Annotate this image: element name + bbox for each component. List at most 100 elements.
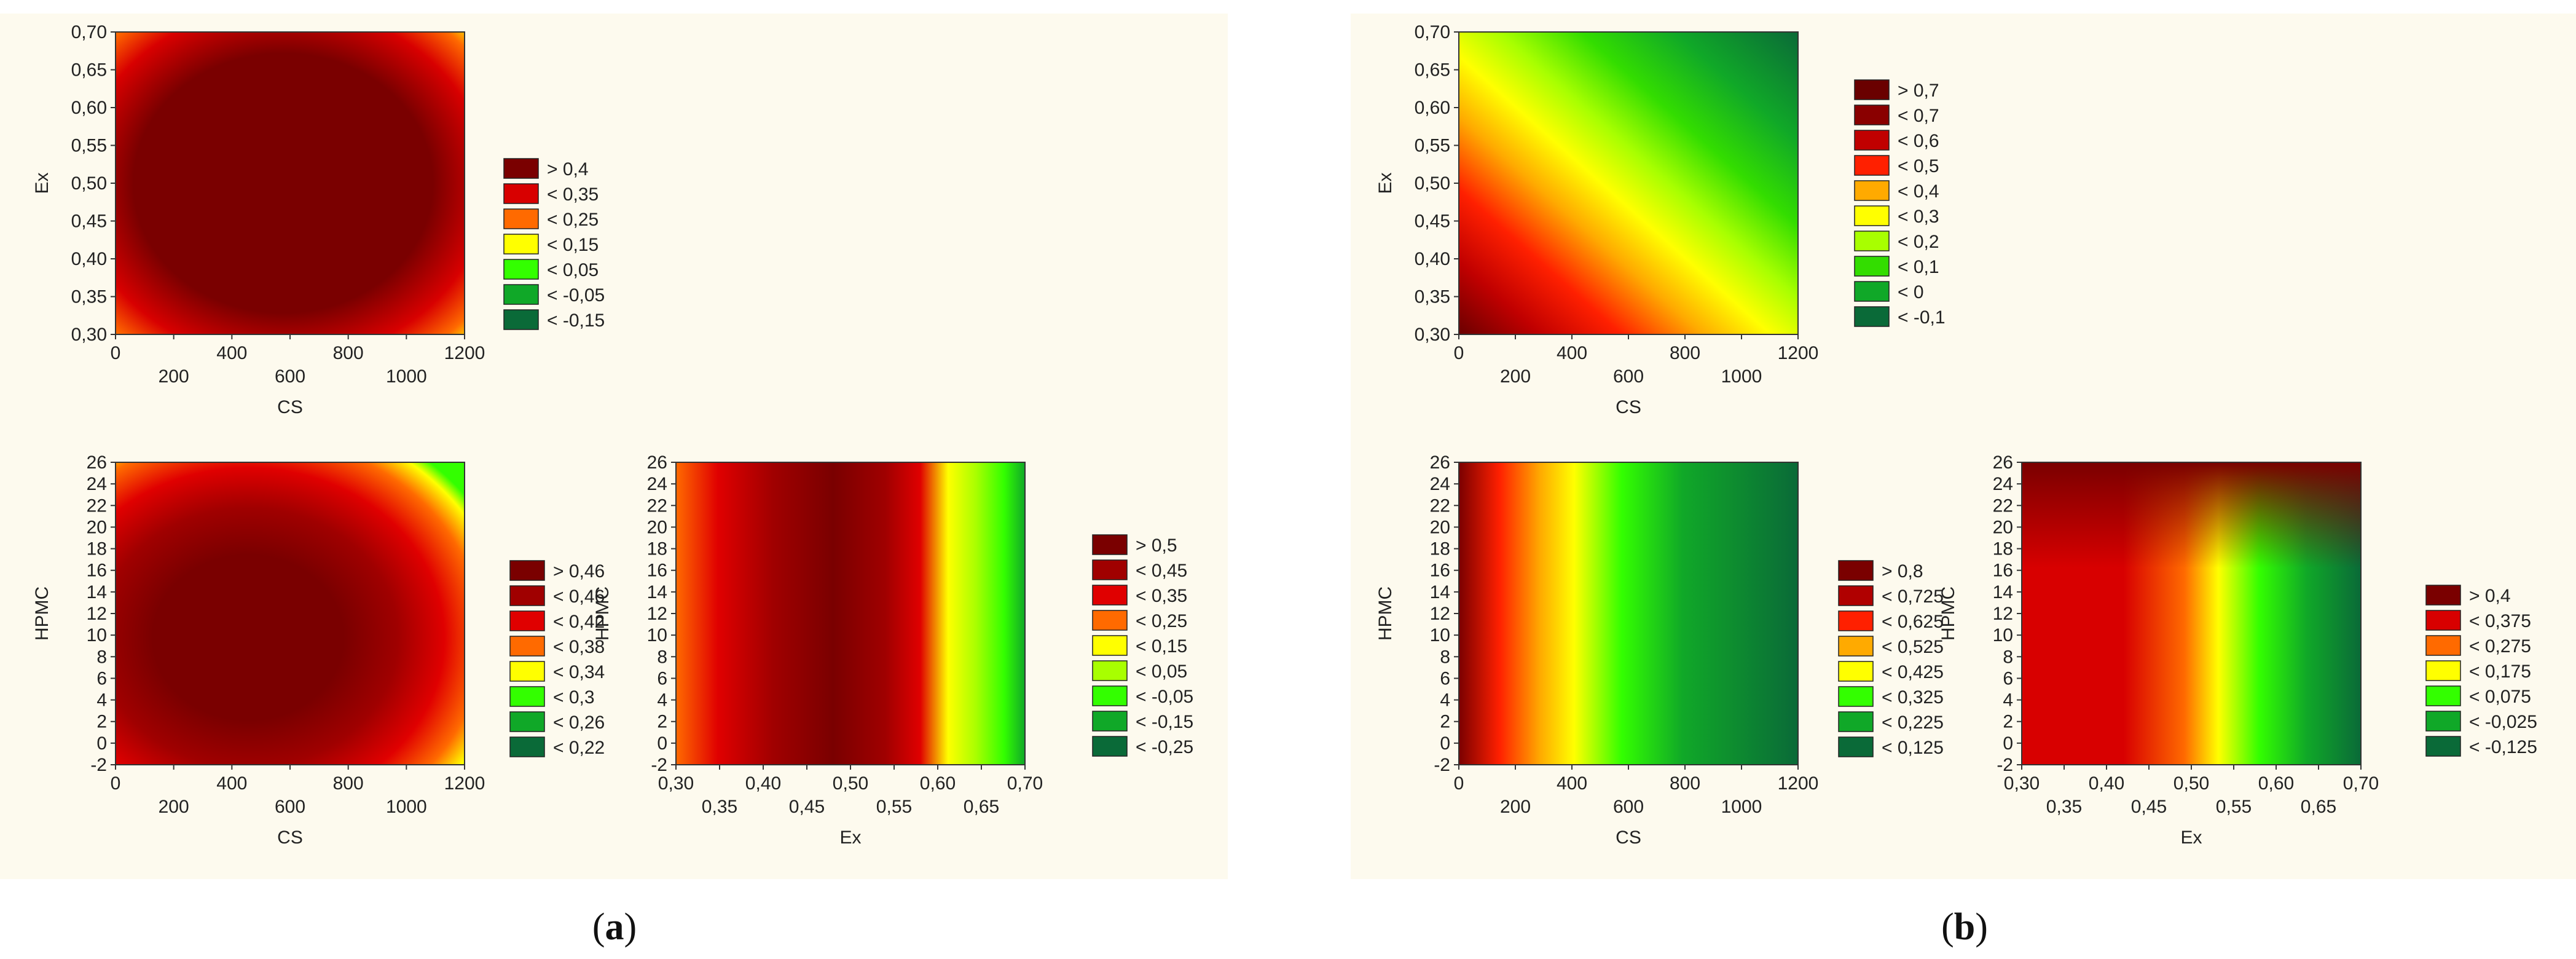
legend-swatch xyxy=(1854,180,1890,201)
x-axis-title: CS xyxy=(1616,827,1641,848)
x-tick-label: 0,70 xyxy=(1007,773,1043,794)
y-tick-label: 0,50 xyxy=(1415,173,1450,194)
y-axis-title: HPMC xyxy=(592,586,613,641)
y-tick-label: 0 xyxy=(1440,733,1450,754)
x-tick-label: 800 xyxy=(333,343,364,363)
y-tick-label: 8 xyxy=(1440,647,1450,667)
legend-swatch xyxy=(503,284,539,305)
y-tick-label: -2 xyxy=(1434,755,1450,775)
y-tick-label: 0,60 xyxy=(71,98,107,118)
legend-label: < 0,125 xyxy=(1882,738,1944,758)
x-tick-label: 1200 xyxy=(444,343,485,363)
panel-label-b: (b) xyxy=(1941,906,1988,948)
y-axis-title: Ex xyxy=(32,172,52,194)
y-axis-title: HPMC xyxy=(1375,586,1396,641)
x-tick-label: 800 xyxy=(333,773,364,794)
y-tick-label: 10 xyxy=(647,625,667,645)
y-tick-label: 6 xyxy=(96,668,107,689)
x-tick-label: 0,50 xyxy=(2174,773,2209,794)
legend-swatch xyxy=(503,259,539,280)
legend-swatch xyxy=(1854,205,1890,226)
legend-label: < 0,1 xyxy=(1898,257,1939,277)
legend-label: < 0,325 xyxy=(1882,687,1944,708)
x-axis-title: Ex xyxy=(839,827,861,848)
y-tick-label: 4 xyxy=(657,690,667,711)
y-axis-title: HPMC xyxy=(1938,586,1958,641)
chart-a-hpmc-vs-cs: 020040060080010001200-202468101214161820… xyxy=(32,452,605,848)
y-tick-label: 14 xyxy=(1993,582,2013,602)
x-tick-label: 0 xyxy=(1454,773,1464,794)
legend-swatch xyxy=(1838,711,1874,732)
legend-swatch xyxy=(509,636,545,657)
x-tick-label: 0,40 xyxy=(2089,773,2124,794)
legend-label: < 0,34 xyxy=(553,662,605,682)
y-tick-label: 6 xyxy=(1440,668,1450,689)
legend-label: < 0,25 xyxy=(547,210,599,230)
legend-swatch xyxy=(509,560,545,581)
y-tick-label: 24 xyxy=(87,474,107,494)
y-tick-label: 2 xyxy=(657,712,667,732)
x-tick-label: 800 xyxy=(1670,343,1700,363)
y-tick-label: 14 xyxy=(1430,582,1450,602)
x-tick-label: 200 xyxy=(159,797,189,817)
x-tick-label: 0,35 xyxy=(2046,797,2082,817)
legend-label: < -0,25 xyxy=(1136,737,1193,757)
y-tick-label: 0,50 xyxy=(71,173,107,194)
legend-label: < 0,5 xyxy=(1898,156,1939,176)
x-axis-title: Ex xyxy=(2180,827,2202,848)
y-tick-label: 24 xyxy=(1993,474,2013,494)
legend-label: > 0,4 xyxy=(547,159,589,180)
legend-label: > 0,7 xyxy=(1898,81,1939,101)
legend-label: < 0,625 xyxy=(1882,612,1944,632)
legend-label: < 0,05 xyxy=(547,260,599,280)
y-tick-label: 0,30 xyxy=(1415,325,1450,345)
y-tick-label: 14 xyxy=(87,582,107,602)
legend-label: < -0,1 xyxy=(1898,307,1946,328)
legend-swatch xyxy=(1854,256,1890,277)
y-tick-label: 0,30 xyxy=(71,325,107,345)
legend-label: < -0,05 xyxy=(547,285,605,306)
y-tick-label: 0,55 xyxy=(71,136,107,156)
x-tick-label: 1200 xyxy=(1778,773,1819,794)
x-tick-label: 400 xyxy=(1557,343,1587,363)
y-tick-label: 0 xyxy=(657,733,667,754)
legend-label: < 0,35 xyxy=(1136,586,1187,606)
legend-label: < -0,025 xyxy=(2469,712,2537,732)
legend-label: < 0,525 xyxy=(1882,637,1944,657)
legend-swatch xyxy=(503,158,539,179)
legend-label: < -0,15 xyxy=(547,310,605,331)
legend-swatch xyxy=(1092,736,1128,757)
y-tick-label: 0,40 xyxy=(71,249,107,269)
legend-swatch xyxy=(1092,685,1128,706)
y-tick-label: 0,45 xyxy=(71,211,107,232)
x-tick-label: 0 xyxy=(111,773,121,794)
legend-swatch xyxy=(503,208,539,229)
x-tick-label: 600 xyxy=(275,366,305,387)
contour-field xyxy=(676,462,1025,765)
legend-swatch xyxy=(2425,685,2461,706)
legend-label: < 0,46 xyxy=(553,586,605,607)
x-tick-label: 0,65 xyxy=(964,797,999,817)
x-tick-label: 1200 xyxy=(444,773,485,794)
legend-swatch xyxy=(1838,585,1874,606)
legend-label: < 0,375 xyxy=(2469,611,2531,631)
y-tick-label: 12 xyxy=(647,604,667,624)
x-tick-label: 400 xyxy=(1557,773,1587,794)
legend-swatch xyxy=(509,585,545,606)
legend-swatch xyxy=(2425,635,2461,656)
y-tick-label: 12 xyxy=(1430,604,1450,624)
legend-label: < 0,35 xyxy=(547,184,599,205)
legend-label: < 0,15 xyxy=(1136,636,1187,657)
y-tick-label: 0,70 xyxy=(71,22,107,42)
legend-label: < 0,45 xyxy=(1136,561,1187,581)
x-tick-label: 1000 xyxy=(1721,366,1762,387)
x-tick-label: 0,45 xyxy=(2131,797,2167,817)
y-tick-label: -2 xyxy=(90,755,107,775)
legend-label: < 0,15 xyxy=(547,235,599,255)
legend-swatch xyxy=(1092,534,1128,555)
legend-label: > 0,8 xyxy=(1882,561,1923,582)
legend-swatch xyxy=(509,736,545,757)
y-tick-label: 10 xyxy=(87,625,107,645)
legend-label: < 0,05 xyxy=(1136,661,1187,682)
